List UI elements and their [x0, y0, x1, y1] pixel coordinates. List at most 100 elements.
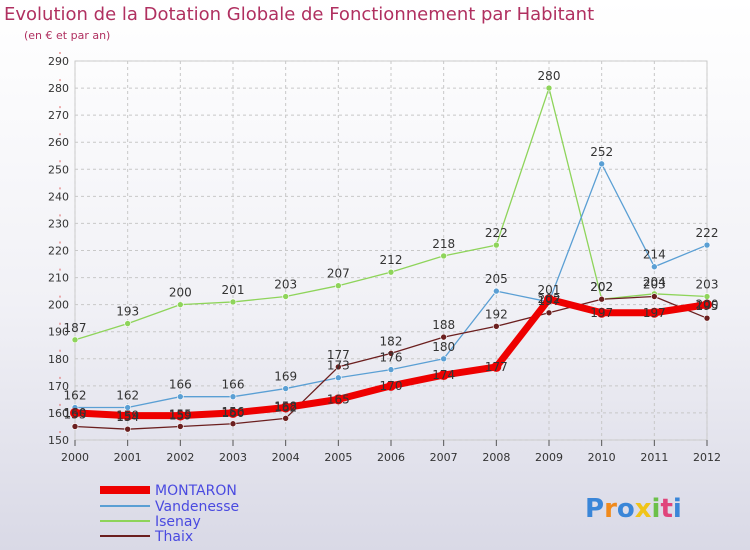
data-label-vandenesse: 201: [538, 283, 561, 297]
point-montaron: [228, 407, 238, 418]
x-tick-label: 2008: [482, 451, 510, 464]
data-label-isenay: 207: [327, 267, 350, 281]
data-label-thaix: 203: [643, 278, 666, 292]
data-label-isenay: 212: [380, 253, 403, 267]
data-label-thaix: 158: [274, 399, 297, 413]
point-vandenesse: [229, 393, 237, 400]
data-label-thaix: 192: [485, 307, 508, 321]
data-label-vandenesse: 252: [590, 145, 613, 159]
point-vandenesse: [124, 404, 131, 411]
x-tick-label: 2009: [535, 451, 563, 464]
y-tick-label: 240: [48, 190, 69, 203]
y-tick-label: 200: [48, 299, 69, 312]
point-montaron: [386, 380, 396, 391]
point-vandenesse: [387, 366, 395, 373]
point-montaron: [649, 307, 660, 318]
point-vandenesse: [703, 241, 711, 249]
point-montaron: [438, 370, 449, 381]
x-tick-label: 2011: [640, 451, 668, 464]
point-isenay: [71, 336, 79, 344]
point-isenay: [387, 268, 395, 276]
axes: 150 160 170 180 190 200 210 220 230 240 250 260 270 2…: [48, 52, 721, 464]
data-label-montaron: 202: [538, 292, 561, 306]
data-label-thaix: 195: [696, 299, 719, 313]
point-montaron: [491, 361, 502, 372]
point-isenay: [440, 252, 447, 260]
data-label-vandenesse: 205: [485, 272, 508, 286]
point-thaix: [545, 309, 553, 317]
y-tick-label: 210: [48, 272, 69, 285]
data-label-montaron: 159: [169, 409, 192, 423]
x-tick-label: 2006: [377, 451, 405, 464]
y-tick-label: 180: [48, 353, 69, 366]
legend-label-montaron: MONTARON: [155, 483, 237, 499]
data-label-vandenesse: 180: [432, 340, 455, 354]
data-label-montaron: 160: [64, 406, 87, 420]
point-montaron: [175, 410, 186, 421]
data-label-vandenesse: 162: [64, 389, 87, 403]
point-thaix: [703, 314, 711, 322]
x-tick-label: 2001: [114, 451, 142, 464]
data-label-thaix: 202: [590, 280, 613, 294]
point-montaron: [122, 410, 133, 421]
point-thaix: [229, 420, 237, 428]
data-label-isenay: 280: [538, 69, 561, 83]
data-label-isenay: 204: [643, 275, 666, 289]
point-thaix: [387, 350, 395, 357]
point-montaron: [333, 394, 344, 405]
point-vandenesse: [493, 287, 500, 295]
x-tick-label: 2010: [588, 451, 616, 464]
point-isenay: [177, 301, 184, 308]
x-tick-label: 2002: [166, 451, 194, 464]
point-isenay: [124, 320, 131, 327]
point-thaix: [598, 295, 605, 303]
data-label-isenay: 218: [432, 237, 455, 251]
point-vandenesse: [440, 355, 447, 363]
data-label-isenay: 193: [116, 305, 139, 319]
point-montaron: [70, 407, 80, 418]
legend-label-thaix: Thaix: [154, 529, 193, 545]
x-tick-label: 2003: [219, 451, 247, 464]
data-label-thaix: 182: [380, 334, 403, 348]
data-label-isenay: 203: [274, 278, 297, 292]
data-label-vandenesse: 169: [274, 370, 297, 384]
y-tick-label: 250: [48, 163, 69, 176]
data-label-vandenesse: 173: [327, 359, 350, 373]
point-vandenesse: [177, 393, 184, 400]
point-isenay: [545, 84, 553, 92]
point-vandenesse: [651, 263, 658, 271]
data-label-montaron: 174: [432, 368, 455, 382]
y-tick-label: 190: [48, 326, 69, 339]
data-label-thaix: 188: [432, 318, 455, 332]
point-thaix: [335, 363, 342, 371]
x-tick-label: 2005: [324, 451, 352, 464]
legend-label-isenay: Isenay: [155, 514, 201, 530]
point-vandenesse: [282, 385, 289, 392]
point-thaix: [71, 423, 79, 430]
data-label-thaix: 177: [327, 348, 350, 362]
point-montaron: [702, 299, 712, 310]
proxiti-logo: Proxiti: [585, 494, 682, 524]
point-thaix: [440, 333, 447, 341]
point-vandenesse: [335, 374, 342, 382]
chart-title: Evolution de la Dotation Globale de Fonc…: [4, 4, 595, 25]
point-thaix: [493, 322, 500, 330]
data-label-thaix: 156: [222, 405, 245, 419]
data-label-isenay: 203: [696, 278, 719, 292]
y-tick-label: 260: [48, 136, 69, 149]
data-label-thaix: 197: [538, 294, 561, 308]
data-label-montaron: 159: [116, 409, 139, 423]
data-label-vandenesse: 166: [222, 378, 245, 392]
data-label-thaix: 155: [64, 407, 87, 421]
y-tick-label: 270: [48, 109, 69, 122]
data-label-vandenesse: 214: [643, 248, 666, 262]
data-label-vandenesse: 166: [169, 378, 192, 392]
point-montaron: [280, 402, 291, 413]
data-label-isenay: 222: [485, 226, 508, 240]
y-tick-label: 230: [48, 217, 69, 230]
legend-label-vandenesse: Vandenesse: [155, 499, 239, 515]
chart-subtitle: (en € et par an): [24, 29, 111, 42]
data-label-montaron: 165: [327, 392, 350, 406]
